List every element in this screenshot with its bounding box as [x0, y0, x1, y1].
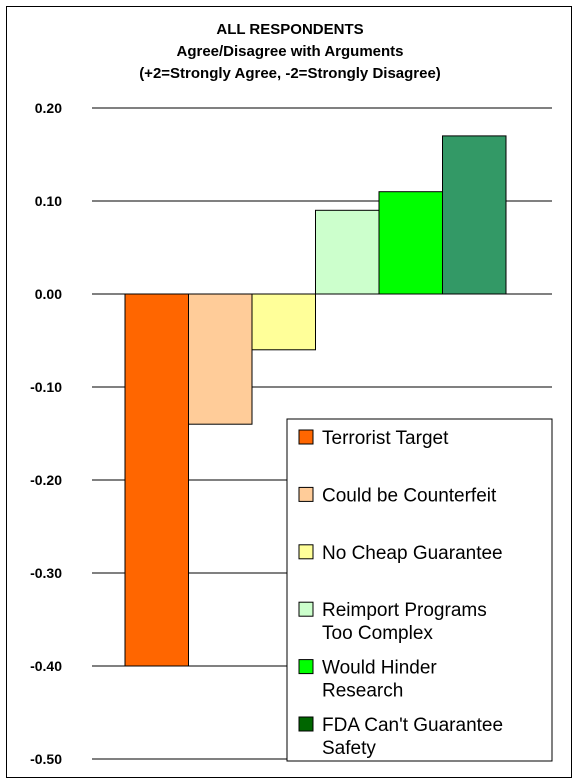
- y-tick-label: 0.00: [35, 286, 62, 302]
- legend-label: Safety: [322, 738, 376, 759]
- bar: [315, 209, 380, 295]
- bar: [442, 135, 507, 295]
- legend-label: Reimport Programs: [322, 600, 487, 621]
- y-tick-label: -0.10: [30, 379, 62, 395]
- legend-label: Research: [322, 681, 403, 702]
- legend-label: Terrorist Target: [322, 428, 449, 449]
- y-tick-label: -0.40: [30, 658, 62, 674]
- y-tick-label: 0.20: [35, 100, 62, 116]
- legend-swatch: [298, 601, 314, 617]
- bar: [378, 191, 443, 295]
- chart-title: ALL RESPONDENTS: [216, 21, 363, 38]
- legend-label: No Cheap Guarantee: [322, 543, 503, 564]
- legend-label: Too Complex: [322, 623, 433, 644]
- legend-swatch: [298, 486, 314, 502]
- chart-subtitle: Agree/Disagree with Arguments: [177, 43, 404, 60]
- y-tick-label: 0.10: [35, 193, 62, 209]
- legend-swatch: [298, 659, 314, 675]
- legend-swatch: [298, 716, 314, 732]
- legend-box: [286, 418, 553, 762]
- y-tick-label: -0.50: [30, 751, 62, 767]
- bar: [251, 293, 316, 351]
- legend-label: Would Hinder: [322, 658, 437, 679]
- legend-label: Could be Counterfeit: [322, 485, 497, 506]
- y-tick-label: -0.30: [30, 565, 62, 581]
- legend-swatch: [298, 544, 314, 560]
- bar: [124, 293, 189, 667]
- chart-scale-note: (+2=Strongly Agree, -2=Strongly Disagree…: [139, 65, 441, 82]
- y-tick-label: -0.20: [30, 472, 62, 488]
- legend-swatch: [298, 429, 314, 445]
- bar: [188, 293, 253, 425]
- legend-label: FDA Can't Guarantee: [322, 715, 503, 736]
